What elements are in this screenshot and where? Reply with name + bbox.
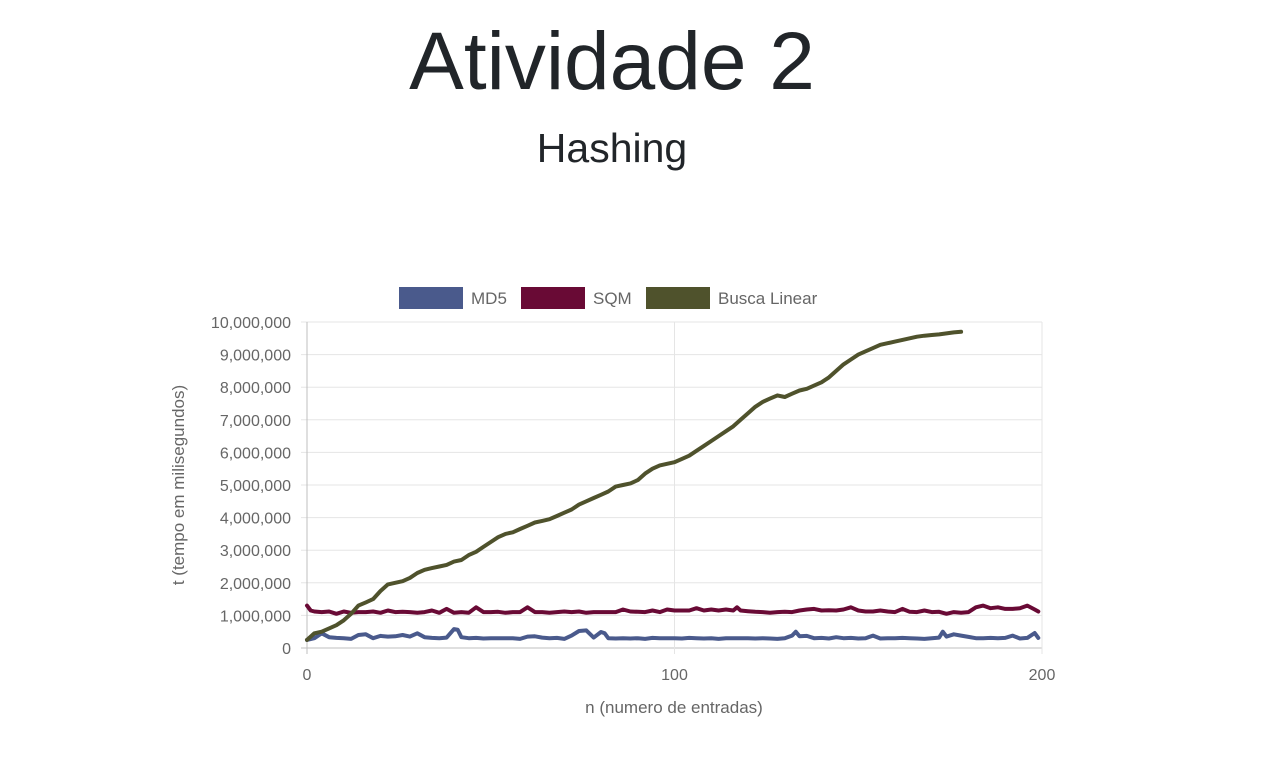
series-line-md5 <box>305 627 1041 642</box>
chart-series <box>305 329 1041 642</box>
y-tick-label: 5,000,000 <box>220 478 291 495</box>
y-tick-label: 0 <box>282 641 291 658</box>
y-tick-label: 2,000,000 <box>220 576 291 593</box>
x-tick-label: 100 <box>661 667 688 684</box>
y-tick-label: 10,000,000 <box>211 315 291 332</box>
legend-swatch <box>521 287 585 309</box>
legend-swatch <box>646 287 710 309</box>
chart-legend[interactable]: MD5 SQM Busca Linear <box>399 287 818 309</box>
y-axis-title: t (tempo em milisegundos) <box>169 385 188 585</box>
legend-label: SQM <box>593 289 632 308</box>
chart-axes: 0 1,000,000 2,000,000 3,000,000 4,000,000 5,0… <box>211 315 1056 684</box>
legend-label: Busca Linear <box>718 289 818 308</box>
legend-item-busca-linear[interactable]: Busca Linear <box>646 287 818 309</box>
y-tick-label: 4,000,000 <box>220 511 291 528</box>
legend-item-sqm[interactable]: SQM <box>521 287 632 309</box>
legend-label: MD5 <box>471 289 507 308</box>
chart-grid <box>301 321 1043 654</box>
x-tick-label: 200 <box>1029 667 1056 684</box>
legend-swatch <box>399 287 463 309</box>
y-tick-label: 1,000,000 <box>220 608 291 625</box>
page-subtitle: Hashing <box>536 125 688 171</box>
series-line-busca-linear <box>305 329 964 642</box>
x-tick-label: 0 <box>303 667 312 684</box>
page-title: Atividade 2 <box>409 16 815 107</box>
series-line-sqm <box>305 603 1041 616</box>
y-tick-label: 9,000,000 <box>220 348 291 365</box>
y-tick-label: 3,000,000 <box>220 543 291 560</box>
x-axis-title: n (numero de entradas) <box>585 698 763 717</box>
y-tick-label: 6,000,000 <box>220 445 291 462</box>
legend-item-md5[interactable]: MD5 <box>399 287 507 309</box>
y-tick-label: 7,000,000 <box>220 413 291 430</box>
y-tick-label: 8,000,000 <box>220 380 291 397</box>
